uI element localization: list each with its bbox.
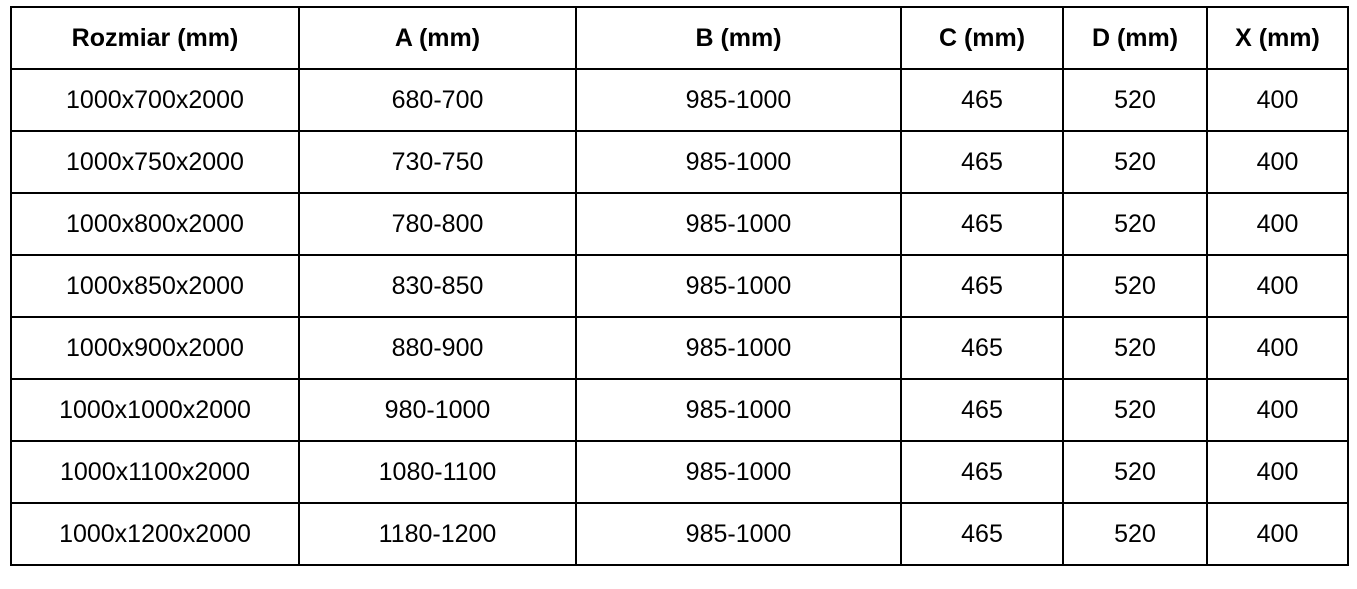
cell-a: 830-850 xyxy=(298,254,577,318)
cell-c: 465 xyxy=(900,254,1064,318)
table-row: 1000x750x2000 730-750 985-1000 465 520 400 xyxy=(10,130,1349,194)
table-row: 1000x850x2000 830-850 985-1000 465 520 400 xyxy=(10,254,1349,318)
cell-rozmiar: 1000x1200x2000 xyxy=(10,502,300,566)
cell-rozmiar: 1000x1100x2000 xyxy=(10,440,300,504)
cell-d: 520 xyxy=(1062,130,1208,194)
cell-b: 985-1000 xyxy=(575,192,902,256)
cell-x: 400 xyxy=(1206,378,1349,442)
cell-a: 1080-1100 xyxy=(298,440,577,504)
cell-x: 400 xyxy=(1206,192,1349,256)
cell-b: 985-1000 xyxy=(575,254,902,318)
cell-a: 980-1000 xyxy=(298,378,577,442)
table-row: 1000x1200x2000 1180-1200 985-1000 465 520 400 xyxy=(10,502,1349,566)
header-rozmiar: Rozmiar (mm) xyxy=(10,6,300,70)
cell-c: 465 xyxy=(900,440,1064,504)
cell-x: 400 xyxy=(1206,440,1349,504)
cell-d: 520 xyxy=(1062,68,1208,132)
cell-b: 985-1000 xyxy=(575,502,902,566)
cell-x: 400 xyxy=(1206,130,1349,194)
cell-rozmiar: 1000x700x2000 xyxy=(10,68,300,132)
cell-d: 520 xyxy=(1062,254,1208,318)
cell-c: 465 xyxy=(900,316,1064,380)
header-b: B (mm) xyxy=(575,6,902,70)
cell-x: 400 xyxy=(1206,254,1349,318)
cell-c: 465 xyxy=(900,378,1064,442)
cell-b: 985-1000 xyxy=(575,440,902,504)
table-row: 1000x700x2000 680-700 985-1000 465 520 400 xyxy=(10,68,1349,132)
table-row: 1000x1100x2000 1080-1100 985-1000 465 520 400 xyxy=(10,440,1349,504)
cell-rozmiar: 1000x1000x2000 xyxy=(10,378,300,442)
header-a: A (mm) xyxy=(298,6,577,70)
cell-rozmiar: 1000x750x2000 xyxy=(10,130,300,194)
cell-x: 400 xyxy=(1206,316,1349,380)
cell-a: 880-900 xyxy=(298,316,577,380)
header-d: D (mm) xyxy=(1062,6,1208,70)
header-c: C (mm) xyxy=(900,6,1064,70)
cell-rozmiar: 1000x900x2000 xyxy=(10,316,300,380)
cell-d: 520 xyxy=(1062,502,1208,566)
cell-c: 465 xyxy=(900,68,1064,132)
dimensions-table: Rozmiar (mm) A (mm) B (mm) C (mm) D (mm)… xyxy=(10,6,1349,566)
header-x: X (mm) xyxy=(1206,6,1349,70)
cell-a: 680-700 xyxy=(298,68,577,132)
cell-x: 400 xyxy=(1206,502,1349,566)
cell-b: 985-1000 xyxy=(575,316,902,380)
cell-a: 1180-1200 xyxy=(298,502,577,566)
cell-d: 520 xyxy=(1062,378,1208,442)
table-row: 1000x900x2000 880-900 985-1000 465 520 400 xyxy=(10,316,1349,380)
cell-rozmiar: 1000x800x2000 xyxy=(10,192,300,256)
cell-d: 520 xyxy=(1062,316,1208,380)
cell-rozmiar: 1000x850x2000 xyxy=(10,254,300,318)
table-row: 1000x1000x2000 980-1000 985-1000 465 520 400 xyxy=(10,378,1349,442)
cell-d: 520 xyxy=(1062,440,1208,504)
header-row: Rozmiar (mm) A (mm) B (mm) C (mm) D (mm)… xyxy=(10,6,1349,70)
cell-b: 985-1000 xyxy=(575,68,902,132)
cell-x: 400 xyxy=(1206,68,1349,132)
table-row: 1000x800x2000 780-800 985-1000 465 520 400 xyxy=(10,192,1349,256)
cell-b: 985-1000 xyxy=(575,378,902,442)
cell-c: 465 xyxy=(900,192,1064,256)
cell-d: 520 xyxy=(1062,192,1208,256)
cell-a: 780-800 xyxy=(298,192,577,256)
cell-c: 465 xyxy=(900,130,1064,194)
cell-b: 985-1000 xyxy=(575,130,902,194)
cell-c: 465 xyxy=(900,502,1064,566)
cell-a: 730-750 xyxy=(298,130,577,194)
